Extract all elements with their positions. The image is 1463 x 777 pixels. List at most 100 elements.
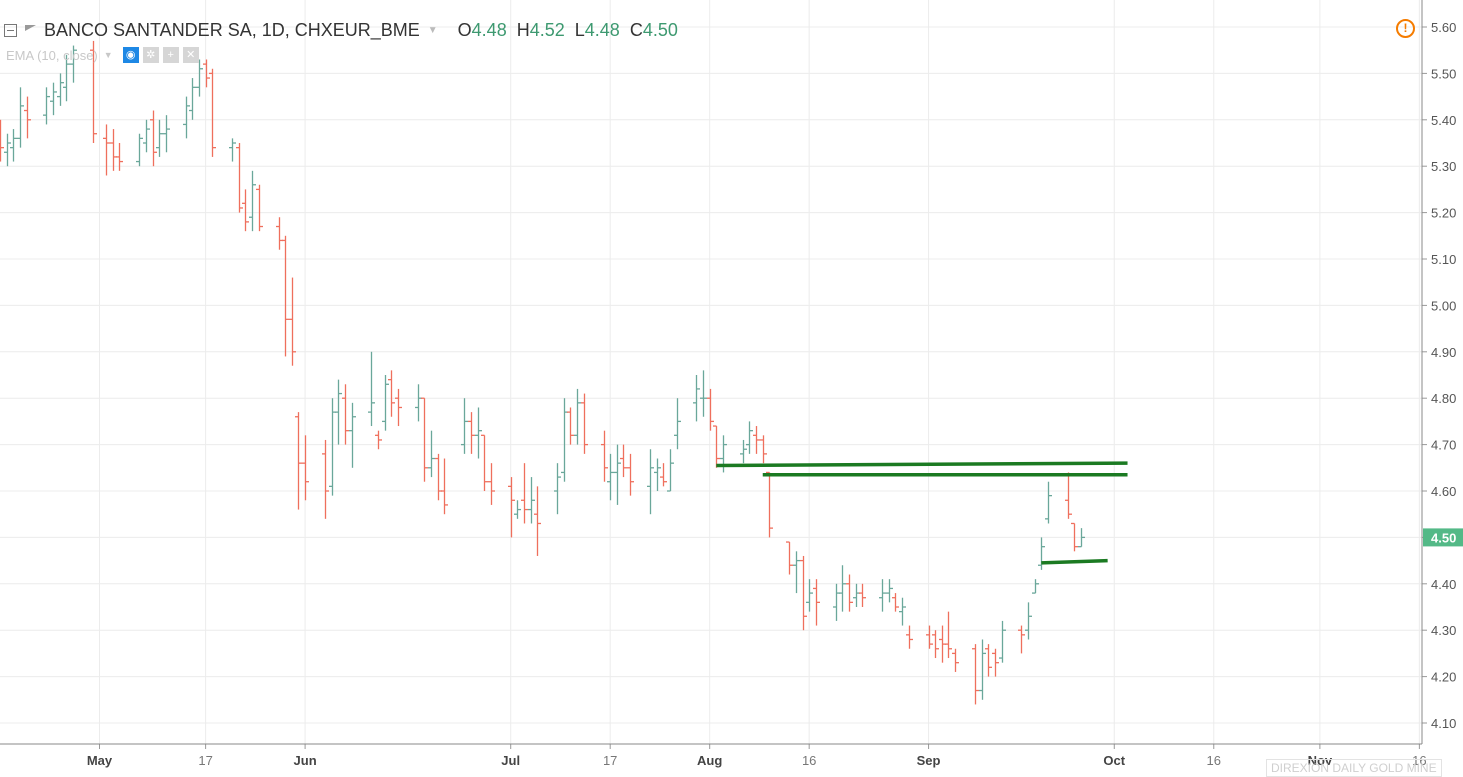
collapse-icon[interactable]	[4, 23, 17, 37]
ohlc-bar	[282, 235, 289, 357]
eye-icon[interactable]: ◉	[122, 47, 139, 63]
ohlc-bar	[63, 54, 70, 102]
ohlc-bar	[1078, 528, 1085, 548]
gear-icon[interactable]: ✲	[142, 47, 159, 63]
ohlc-bar	[481, 434, 488, 491]
ohlc-bar	[1032, 579, 1039, 594]
chevron-down-icon[interactable]: ▼	[427, 24, 438, 36]
ohlc-bar	[475, 407, 482, 459]
ohlc-bar	[740, 439, 747, 464]
ohlc-bar	[892, 593, 899, 612]
ohlc-bar	[985, 644, 992, 677]
ohlc-bar	[853, 583, 860, 607]
price-tick-label: 5.50	[1431, 66, 1456, 81]
horizontal-trendline[interactable]	[1041, 558, 1108, 565]
watermark-text: DIREXION DAILY GOLD MINE	[1266, 759, 1442, 777]
ohlc-bar	[4, 133, 11, 167]
ohlc-bar	[388, 370, 395, 417]
time-tick-label: Nov	[1308, 753, 1333, 768]
ohlc-bar	[116, 143, 123, 171]
time-tick-label: May	[87, 753, 113, 768]
ohlc-bar	[528, 477, 535, 524]
ohlc-bars	[0, 40, 1085, 705]
ohlc-bar	[1018, 625, 1025, 654]
drawn-trendlines[interactable]	[716, 461, 1128, 565]
ohlc-bar	[17, 87, 24, 148]
ohlc-bar	[607, 453, 614, 501]
ohlc-bar	[786, 541, 793, 575]
indicator-legend[interactable]: EMA (10, close) ▼ ◉ ✲ + ✕	[6, 46, 203, 64]
ohlc-bar	[229, 138, 236, 162]
chevron-down-icon[interactable]: ▼	[103, 50, 113, 60]
ohlc-bar	[693, 375, 700, 422]
time-tick-label: 16	[1412, 753, 1426, 768]
ohlc-bar	[236, 143, 243, 213]
ohlc-bar	[209, 68, 216, 157]
ohlc-bar	[899, 597, 906, 626]
price-tick-label: 5.30	[1431, 159, 1456, 174]
close-icon[interactable]: ✕	[182, 47, 199, 63]
price-tick-label: 4.30	[1431, 623, 1456, 638]
ohlc-bar	[150, 110, 157, 167]
ohlc-bar	[620, 444, 627, 478]
time-tick-label: Oct	[1103, 753, 1125, 768]
ohlc-bar	[932, 630, 939, 659]
ohlc-bar	[879, 579, 886, 612]
ohlc-bar	[256, 184, 263, 232]
ohlc-bar	[972, 644, 979, 705]
ohlc-close-value: 4.50	[642, 19, 678, 40]
price-tick-label: 4.20	[1431, 670, 1456, 685]
ohlc-bar	[289, 277, 296, 366]
ohlc-bar	[249, 170, 256, 232]
ohlc-bar	[461, 398, 468, 454]
last-price-label: 4.50	[1431, 530, 1456, 545]
price-tick-label: 5.60	[1431, 20, 1456, 35]
ohlc-bar	[1025, 602, 1032, 640]
ohlc-bar	[329, 398, 336, 496]
ohlc-bar	[421, 397, 428, 482]
plus-icon[interactable]: +	[162, 47, 179, 63]
ohlc-bar	[766, 471, 773, 538]
ohlc-bar	[24, 96, 31, 139]
ohlc-bar	[839, 565, 846, 612]
ohlc-bar	[415, 384, 422, 422]
ohlc-bar	[508, 477, 515, 538]
ohlc-bar	[601, 430, 608, 482]
ohlc-bar	[322, 439, 329, 519]
time-tick-label: 17	[198, 753, 212, 768]
ohlc-bar	[581, 393, 588, 454]
ohlc-bar	[143, 119, 150, 153]
ohlc-bar	[700, 370, 707, 417]
symbol-title: BANCO SANTANDER SA, 1D, CHXEUR_BME	[44, 19, 420, 40]
price-tick-label: 5.10	[1431, 252, 1456, 267]
price-tick-label: 4.70	[1431, 438, 1456, 453]
time-axis[interactable]: May 17 Jun Jul 17 Aug 16 Sep Oct 16 Nov 16	[0, 743, 1427, 768]
ohlc-bar	[667, 449, 674, 492]
ohlc-bar	[189, 78, 196, 120]
ohlc-bar	[276, 217, 283, 250]
ohlc-low-value: 4.48	[584, 19, 620, 40]
price-tick-label: 4.80	[1431, 391, 1456, 406]
flag-icon[interactable]	[25, 25, 36, 31]
time-tick-label: Aug	[697, 753, 722, 768]
ohlc-close-key: C	[629, 19, 643, 40]
ohlc-bar	[800, 555, 807, 631]
ohlc-bar	[50, 82, 57, 116]
ohlc-bar	[382, 375, 389, 431]
last-price-badge	[1423, 528, 1463, 547]
horizontal-trendline[interactable]	[716, 461, 1128, 468]
ohlc-bar	[295, 412, 302, 510]
ohlc-bar	[183, 96, 190, 139]
alert-icon[interactable]: !	[1396, 19, 1415, 38]
price-axis[interactable]: 4.10 4.20 4.30 4.40 4.50 4.60 4.70 4.80 4.90 5.00…	[1421, 0, 1463, 744]
ohlc-bar	[926, 625, 933, 649]
ohlc-bar	[1038, 537, 1045, 570]
ohlc-bar	[534, 486, 541, 556]
symbol-legend[interactable]: BANCO SANTANDER SA, 1D, CHXEUR_BME ▼ O 4.…	[4, 18, 682, 42]
ohlc-open-value: 4.48	[471, 19, 507, 40]
time-tick-label: Jun	[294, 753, 317, 768]
ohlc-bar	[713, 425, 720, 468]
ohlc-bar	[349, 402, 356, 468]
ohlc-bar	[999, 620, 1006, 663]
